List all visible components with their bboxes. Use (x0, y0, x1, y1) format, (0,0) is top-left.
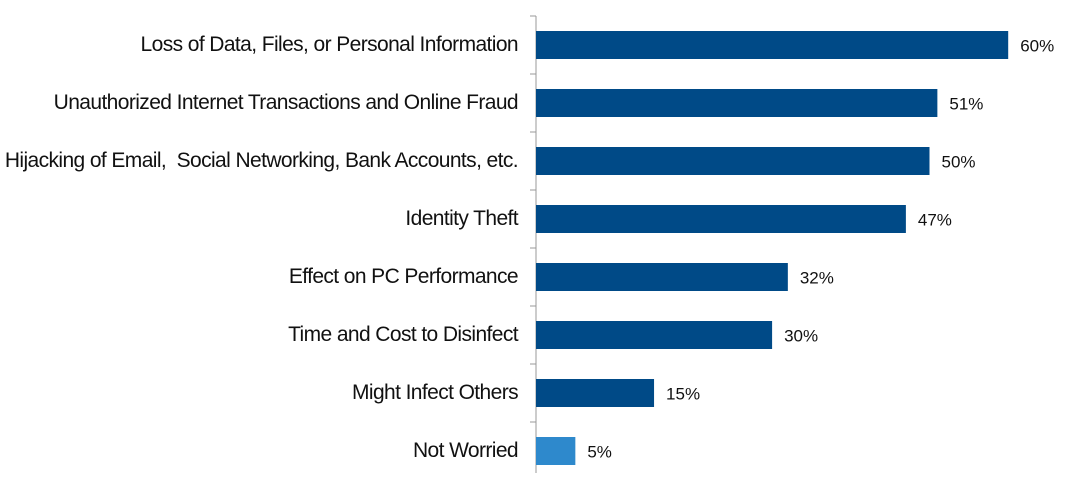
category-label: Loss of Data, Files, or Personal Informa… (4, 15, 519, 75)
bar (536, 89, 938, 117)
data-label: 15% (666, 384, 700, 403)
data-label: 60% (1020, 36, 1054, 55)
data-label: 47% (918, 210, 952, 229)
category-text: Loss of Data, Files, or Personal Informa… (140, 33, 519, 56)
category-label: Hijacking of Email, Social Networking, B… (4, 131, 519, 191)
data-label: 32% (800, 268, 834, 287)
category-text: Effect on PC Performance (288, 265, 519, 288)
category-label: Not Worried (4, 421, 519, 481)
category-label: Unauthorized Internet Transactions and O… (4, 73, 519, 133)
category-label: Identity Theft (4, 189, 518, 249)
category-label: Might Infect Others (4, 363, 519, 423)
bar (536, 437, 576, 465)
category-text: Might Infect Others (351, 381, 519, 404)
bar (536, 321, 773, 349)
data-label: 5% (587, 442, 612, 461)
bar (536, 205, 906, 233)
bar (536, 147, 930, 175)
category-text: Hijacking of Email, Social Networking, B… (4, 149, 519, 172)
category-text: Identity Theft (405, 207, 518, 230)
data-label: 30% (784, 326, 818, 345)
category-text: Unauthorized Internet Transactions and O… (53, 91, 519, 114)
data-label: 50% (942, 152, 976, 171)
data-label: 51% (949, 94, 983, 113)
category-label: Time and Cost to Disinfect (4, 305, 518, 365)
bar (536, 379, 655, 407)
category-label: Effect on PC Performance (4, 247, 519, 307)
category-text: Not Worried (412, 439, 519, 462)
bar (536, 263, 788, 291)
bar (536, 31, 1009, 59)
category-text: Time and Cost to Disinfect (288, 323, 518, 346)
